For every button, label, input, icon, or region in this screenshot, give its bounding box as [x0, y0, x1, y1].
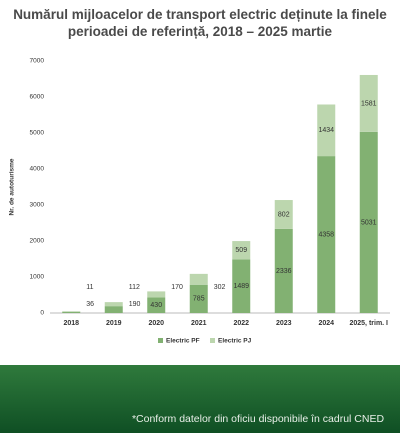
y-tick-label: 0	[40, 310, 44, 317]
data-label: 802	[278, 211, 290, 218]
chart-title: Numărul mijloacelor de transport electri…	[13, 7, 387, 39]
legend-label: Electric PJ	[218, 338, 252, 345]
legend-swatch	[158, 338, 163, 343]
data-label: 2336	[276, 268, 292, 275]
x-tick-label: 2024	[318, 320, 334, 327]
x-tick-label: 2021	[191, 320, 207, 327]
y-axis-label: Nr. de autoturisme	[9, 158, 16, 215]
footer-band	[0, 365, 400, 433]
data-label: 170	[171, 284, 183, 291]
bar-segment	[274, 200, 293, 229]
data-label: 36	[86, 301, 94, 308]
bar-segment	[274, 228, 293, 313]
y-tick-label: 1000	[30, 274, 45, 281]
bar-segment	[232, 241, 251, 260]
footnote: *Conform datelor din oficiu disponibile …	[132, 413, 385, 425]
bar-segment	[359, 131, 378, 313]
x-tick-label: 2019	[106, 320, 122, 327]
legend-label: Electric PF	[166, 338, 200, 345]
y-tick-label: 6000	[30, 94, 45, 101]
y-tick-label: 5000	[30, 130, 45, 137]
data-label: 509	[235, 247, 247, 254]
data-label: 1581	[361, 100, 377, 107]
x-tick-label: 2018	[63, 320, 79, 327]
bar-segment	[104, 306, 123, 313]
y-tick-label: 4000	[30, 166, 45, 173]
x-tick-label: 2025, trim. I	[349, 320, 388, 327]
bar-segment	[317, 156, 336, 313]
bar-segment	[189, 273, 208, 285]
x-tick-label: 2020	[148, 320, 164, 327]
bar-segment	[189, 284, 208, 313]
y-tick-label: 7000	[30, 58, 45, 65]
legend-swatch	[210, 338, 215, 343]
data-label: 112	[129, 284, 140, 291]
data-label: 1489	[233, 283, 249, 290]
bar-segment	[147, 297, 166, 313]
data-label: 1434	[318, 127, 334, 134]
bar-segment	[359, 74, 378, 132]
bar-segment	[104, 302, 123, 307]
data-label: 5031	[361, 219, 377, 226]
bar-segment	[317, 104, 336, 157]
x-tick-label: 2022	[233, 320, 249, 327]
data-label: 430	[150, 302, 162, 309]
data-label: 4358	[318, 231, 334, 238]
x-tick-label: 2023	[276, 320, 292, 327]
y-tick-label: 2000	[30, 238, 45, 245]
bar-segment	[62, 311, 81, 313]
data-label: 302	[214, 284, 226, 291]
data-label: 190	[129, 301, 141, 308]
data-label: 11	[86, 284, 93, 291]
bar-segment	[232, 259, 251, 313]
data-label: 785	[193, 296, 205, 303]
bar-segment	[147, 291, 166, 298]
y-tick-label: 3000	[30, 202, 45, 209]
